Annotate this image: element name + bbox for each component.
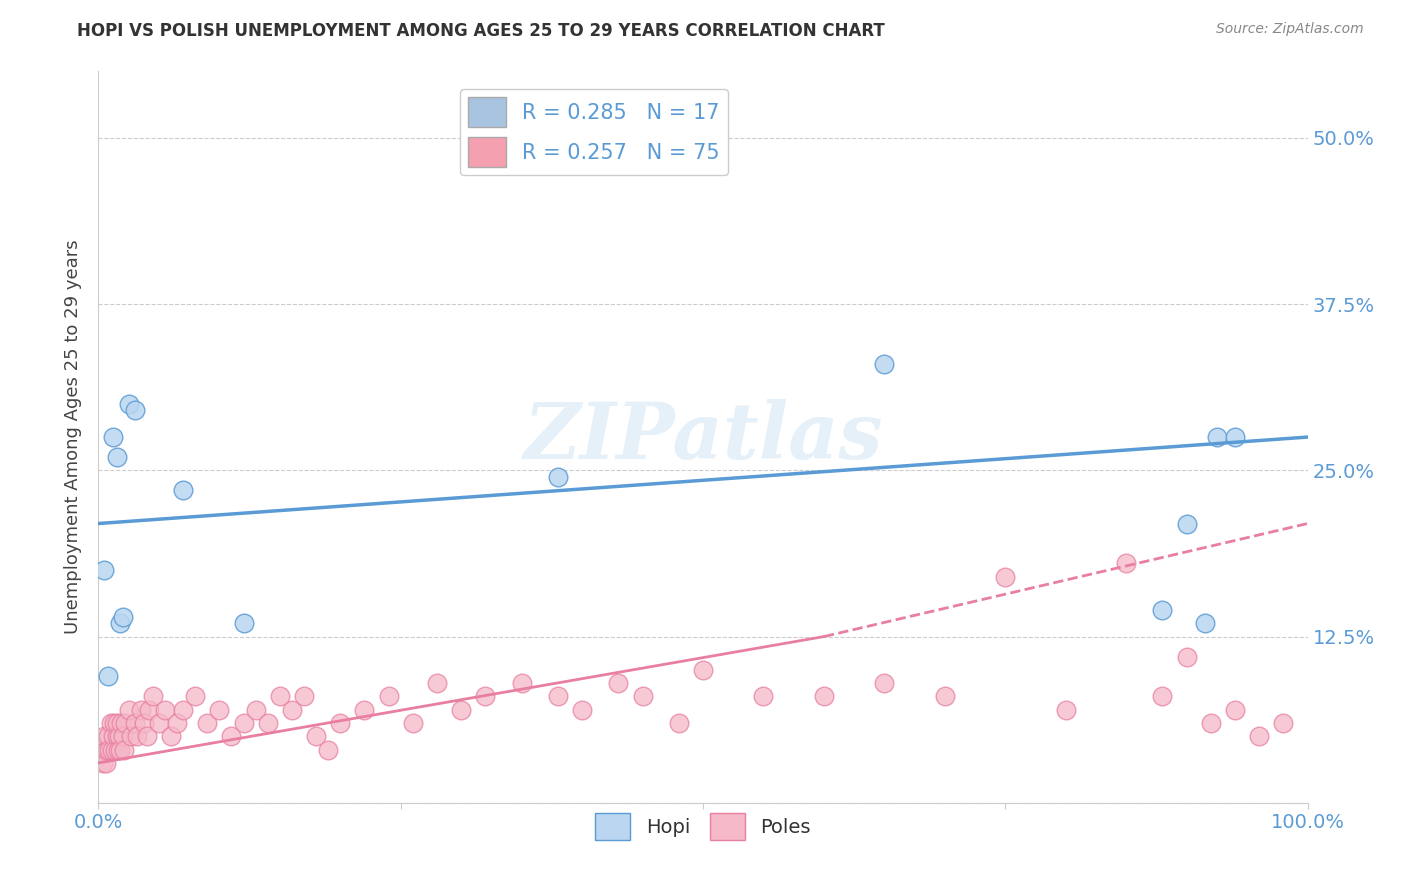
Point <box>100 716 122 731</box>
Point <box>1175 516 1198 531</box>
Point <box>172 483 194 498</box>
Point <box>305 729 328 743</box>
Point <box>1054 703 1077 717</box>
Point <box>100 742 122 756</box>
Point <box>91 742 114 756</box>
Point <box>281 703 304 717</box>
Point <box>474 690 496 704</box>
Point <box>1152 690 1174 704</box>
Point <box>1206 430 1229 444</box>
Point <box>571 703 593 717</box>
Point <box>134 716 156 731</box>
Point <box>142 690 165 704</box>
Point <box>111 729 134 743</box>
Point <box>108 729 131 743</box>
Point <box>153 703 176 717</box>
Point <box>103 716 125 731</box>
Point <box>269 690 291 704</box>
Point <box>221 729 243 743</box>
Point <box>172 703 194 717</box>
Point <box>1175 649 1198 664</box>
Point <box>138 703 160 717</box>
Point <box>426 676 449 690</box>
Point <box>752 690 775 704</box>
Point <box>114 716 136 731</box>
Point <box>377 690 399 704</box>
Point <box>110 716 132 731</box>
Point <box>97 729 120 743</box>
Point <box>668 716 690 731</box>
Point <box>256 716 278 731</box>
Point <box>1194 616 1216 631</box>
Point <box>316 742 339 756</box>
Point <box>1115 557 1137 571</box>
Point <box>124 403 146 417</box>
Point <box>93 742 115 756</box>
Point <box>232 616 254 631</box>
Point <box>94 756 117 770</box>
Point <box>104 742 127 756</box>
Point <box>1223 703 1246 717</box>
Point <box>692 663 714 677</box>
Point <box>127 729 149 743</box>
Point <box>108 742 131 756</box>
Point <box>101 729 124 743</box>
Point <box>245 703 267 717</box>
Point <box>124 716 146 731</box>
Point <box>108 616 131 631</box>
Point <box>129 703 152 717</box>
Point <box>120 729 142 743</box>
Point <box>547 470 569 484</box>
Point <box>97 669 120 683</box>
Point <box>148 716 170 731</box>
Point <box>96 742 118 756</box>
Point <box>184 690 207 704</box>
Point <box>105 450 128 464</box>
Text: HOPI VS POLISH UNEMPLOYMENT AMONG AGES 25 TO 29 YEARS CORRELATION CHART: HOPI VS POLISH UNEMPLOYMENT AMONG AGES 2… <box>77 22 886 40</box>
Point <box>1152 603 1174 617</box>
Point <box>105 729 128 743</box>
Point <box>994 570 1017 584</box>
Point <box>98 742 121 756</box>
Point <box>93 563 115 577</box>
Legend: Hopi, Poles: Hopi, Poles <box>588 805 818 848</box>
Point <box>631 690 654 704</box>
Point <box>166 716 188 731</box>
Point <box>450 703 472 717</box>
Text: ZIPatlas: ZIPatlas <box>523 399 883 475</box>
Point <box>873 676 896 690</box>
Point <box>813 690 835 704</box>
Text: Source: ZipAtlas.com: Source: ZipAtlas.com <box>1216 22 1364 37</box>
Point <box>118 397 141 411</box>
Point <box>107 742 129 756</box>
Point <box>510 676 533 690</box>
Point <box>1199 716 1222 731</box>
Point <box>873 357 896 371</box>
Point <box>160 729 183 743</box>
Point <box>101 430 124 444</box>
Point <box>135 729 157 743</box>
Point <box>1223 430 1246 444</box>
Point <box>118 703 141 717</box>
Point <box>195 716 218 731</box>
Point <box>93 729 115 743</box>
Point <box>607 676 630 690</box>
Point <box>329 716 352 731</box>
Point <box>105 716 128 731</box>
Point <box>208 703 231 717</box>
Point <box>934 690 956 704</box>
Point <box>1249 729 1271 743</box>
Y-axis label: Unemployment Among Ages 25 to 29 years: Unemployment Among Ages 25 to 29 years <box>65 240 83 634</box>
Point <box>91 756 114 770</box>
Point <box>402 716 425 731</box>
Point <box>232 716 254 731</box>
Point <box>353 703 375 717</box>
Point <box>112 742 135 756</box>
Point <box>111 609 134 624</box>
Point <box>292 690 315 704</box>
Point <box>1272 716 1295 731</box>
Point <box>547 690 569 704</box>
